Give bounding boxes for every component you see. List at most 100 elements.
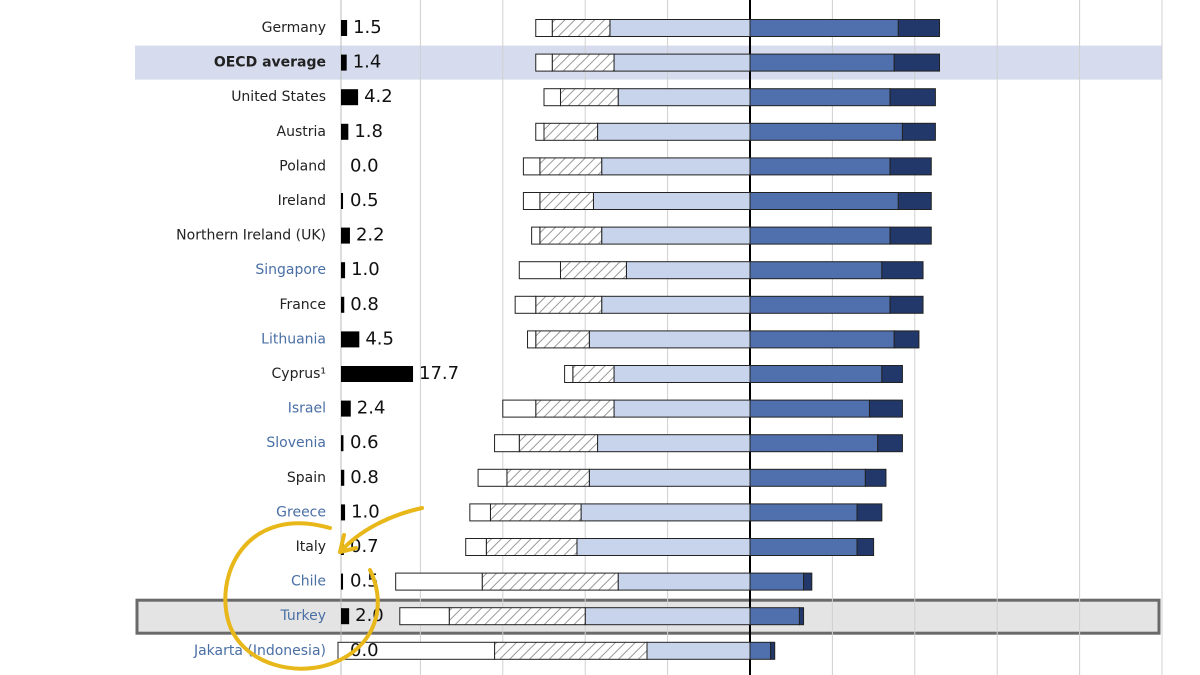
- segment-bar: [749, 226, 891, 245]
- segment-bar: [597, 434, 751, 453]
- value-label: 0.0: [350, 155, 379, 176]
- segment-bar: [889, 88, 936, 107]
- category-label: Northern Ireland (UK): [176, 228, 326, 244]
- value-bar: [341, 123, 349, 140]
- value-label: 1.8: [354, 121, 383, 142]
- segment-bar: [601, 295, 751, 314]
- value-bar: [341, 331, 360, 348]
- segment-bar: [877, 434, 903, 453]
- value-label: 2.4: [357, 398, 386, 419]
- segment-bar: [522, 157, 541, 176]
- segment-bar: [580, 503, 751, 522]
- segment-bar: [502, 399, 537, 418]
- segment-bar: [749, 157, 891, 176]
- segment-bar: [803, 572, 813, 591]
- value-bar: [341, 469, 345, 486]
- segment-bar: [897, 19, 941, 37]
- segment-bar: [539, 157, 603, 176]
- segment-bar: [749, 122, 903, 141]
- value-label: 0.8: [350, 294, 379, 315]
- segment-bar: [494, 434, 520, 453]
- annotation-arrowhead: [338, 533, 358, 554]
- value-bar: [341, 193, 344, 209]
- segment-bar: [531, 226, 541, 245]
- segment-bar: [798, 607, 805, 626]
- category-label: Israel: [288, 401, 326, 417]
- segment-bar: [588, 468, 751, 487]
- segment-bar: [889, 157, 932, 176]
- segment-bar: [889, 295, 924, 314]
- segment-bar: [481, 572, 619, 591]
- category-label: France: [279, 297, 326, 313]
- segment-bar: [465, 538, 487, 556]
- value-label: 0.6: [350, 432, 379, 453]
- segment-bar: [543, 122, 599, 141]
- segment-bar: [856, 503, 883, 522]
- segment-bar: [889, 226, 932, 245]
- segment-bar: [518, 261, 561, 280]
- marks-layer: [337, 19, 941, 660]
- segment-bar: [749, 53, 895, 72]
- segment-bar: [535, 53, 553, 72]
- segment-bar: [749, 88, 891, 107]
- segment-bar: [881, 365, 903, 383]
- segment-bar: [868, 399, 903, 418]
- segment-bar: [749, 434, 879, 453]
- segment-bar: [551, 19, 611, 37]
- category-label: Singapore: [255, 262, 326, 278]
- value-bar: [341, 400, 351, 417]
- segment-bar: [893, 53, 941, 72]
- segment-bar: [592, 192, 751, 210]
- segment-bar: [399, 607, 450, 626]
- segment-bar: [395, 572, 483, 591]
- segment-bar: [584, 607, 751, 626]
- category-label: Germany: [262, 20, 326, 36]
- value-bar: [341, 366, 414, 382]
- segment-bar: [749, 468, 866, 487]
- segment-bar: [559, 88, 619, 107]
- value-label: 0.0: [350, 640, 379, 661]
- segment-bar: [489, 503, 582, 522]
- value-label: 0.5: [350, 190, 379, 211]
- segment-bar: [749, 399, 870, 418]
- segment-bar: [539, 192, 594, 210]
- value-label: 1.4: [353, 52, 382, 73]
- category-label: Poland: [279, 158, 326, 174]
- annotation-arrow: [338, 506, 424, 554]
- value-bar: [341, 296, 345, 313]
- segment-bar: [559, 261, 627, 280]
- segment-bar: [514, 295, 537, 314]
- segment-bar: [522, 192, 541, 210]
- segment-bar: [864, 468, 887, 487]
- category-label: Ireland: [278, 193, 326, 209]
- category-label: Italy: [296, 539, 326, 555]
- segment-bar: [617, 572, 751, 591]
- segment-bar: [506, 468, 590, 487]
- segment-bar: [749, 607, 800, 626]
- segment-bar: [572, 365, 615, 383]
- value-bar: [341, 504, 346, 521]
- segment-bar: [749, 192, 899, 210]
- labels-layer: Germany 1.5 OECD average 1.4 United States 4.…: [176, 17, 459, 661]
- segment-bar: [576, 538, 751, 556]
- segment-bar: [597, 122, 751, 141]
- segment-bar: [617, 88, 751, 107]
- value-label: 1.5: [353, 17, 382, 38]
- segment-bar: [494, 641, 648, 660]
- segment-bar: [535, 122, 545, 141]
- segment-bar: [485, 538, 578, 556]
- segment-bar: [749, 365, 883, 383]
- segment-bar: [749, 641, 772, 660]
- segment-bar: [539, 226, 603, 245]
- segment-bar: [477, 468, 508, 487]
- value-bar: [341, 89, 359, 106]
- segment-bar: [897, 192, 932, 210]
- category-label: Chile: [291, 574, 326, 590]
- segment-bar: [448, 607, 586, 626]
- segment-bar: [625, 261, 751, 280]
- segment-bar: [469, 503, 491, 522]
- value-label: 0.7: [350, 536, 379, 557]
- segment-bar: [613, 399, 751, 418]
- value-bar: [341, 262, 346, 279]
- annotation: [223, 506, 424, 671]
